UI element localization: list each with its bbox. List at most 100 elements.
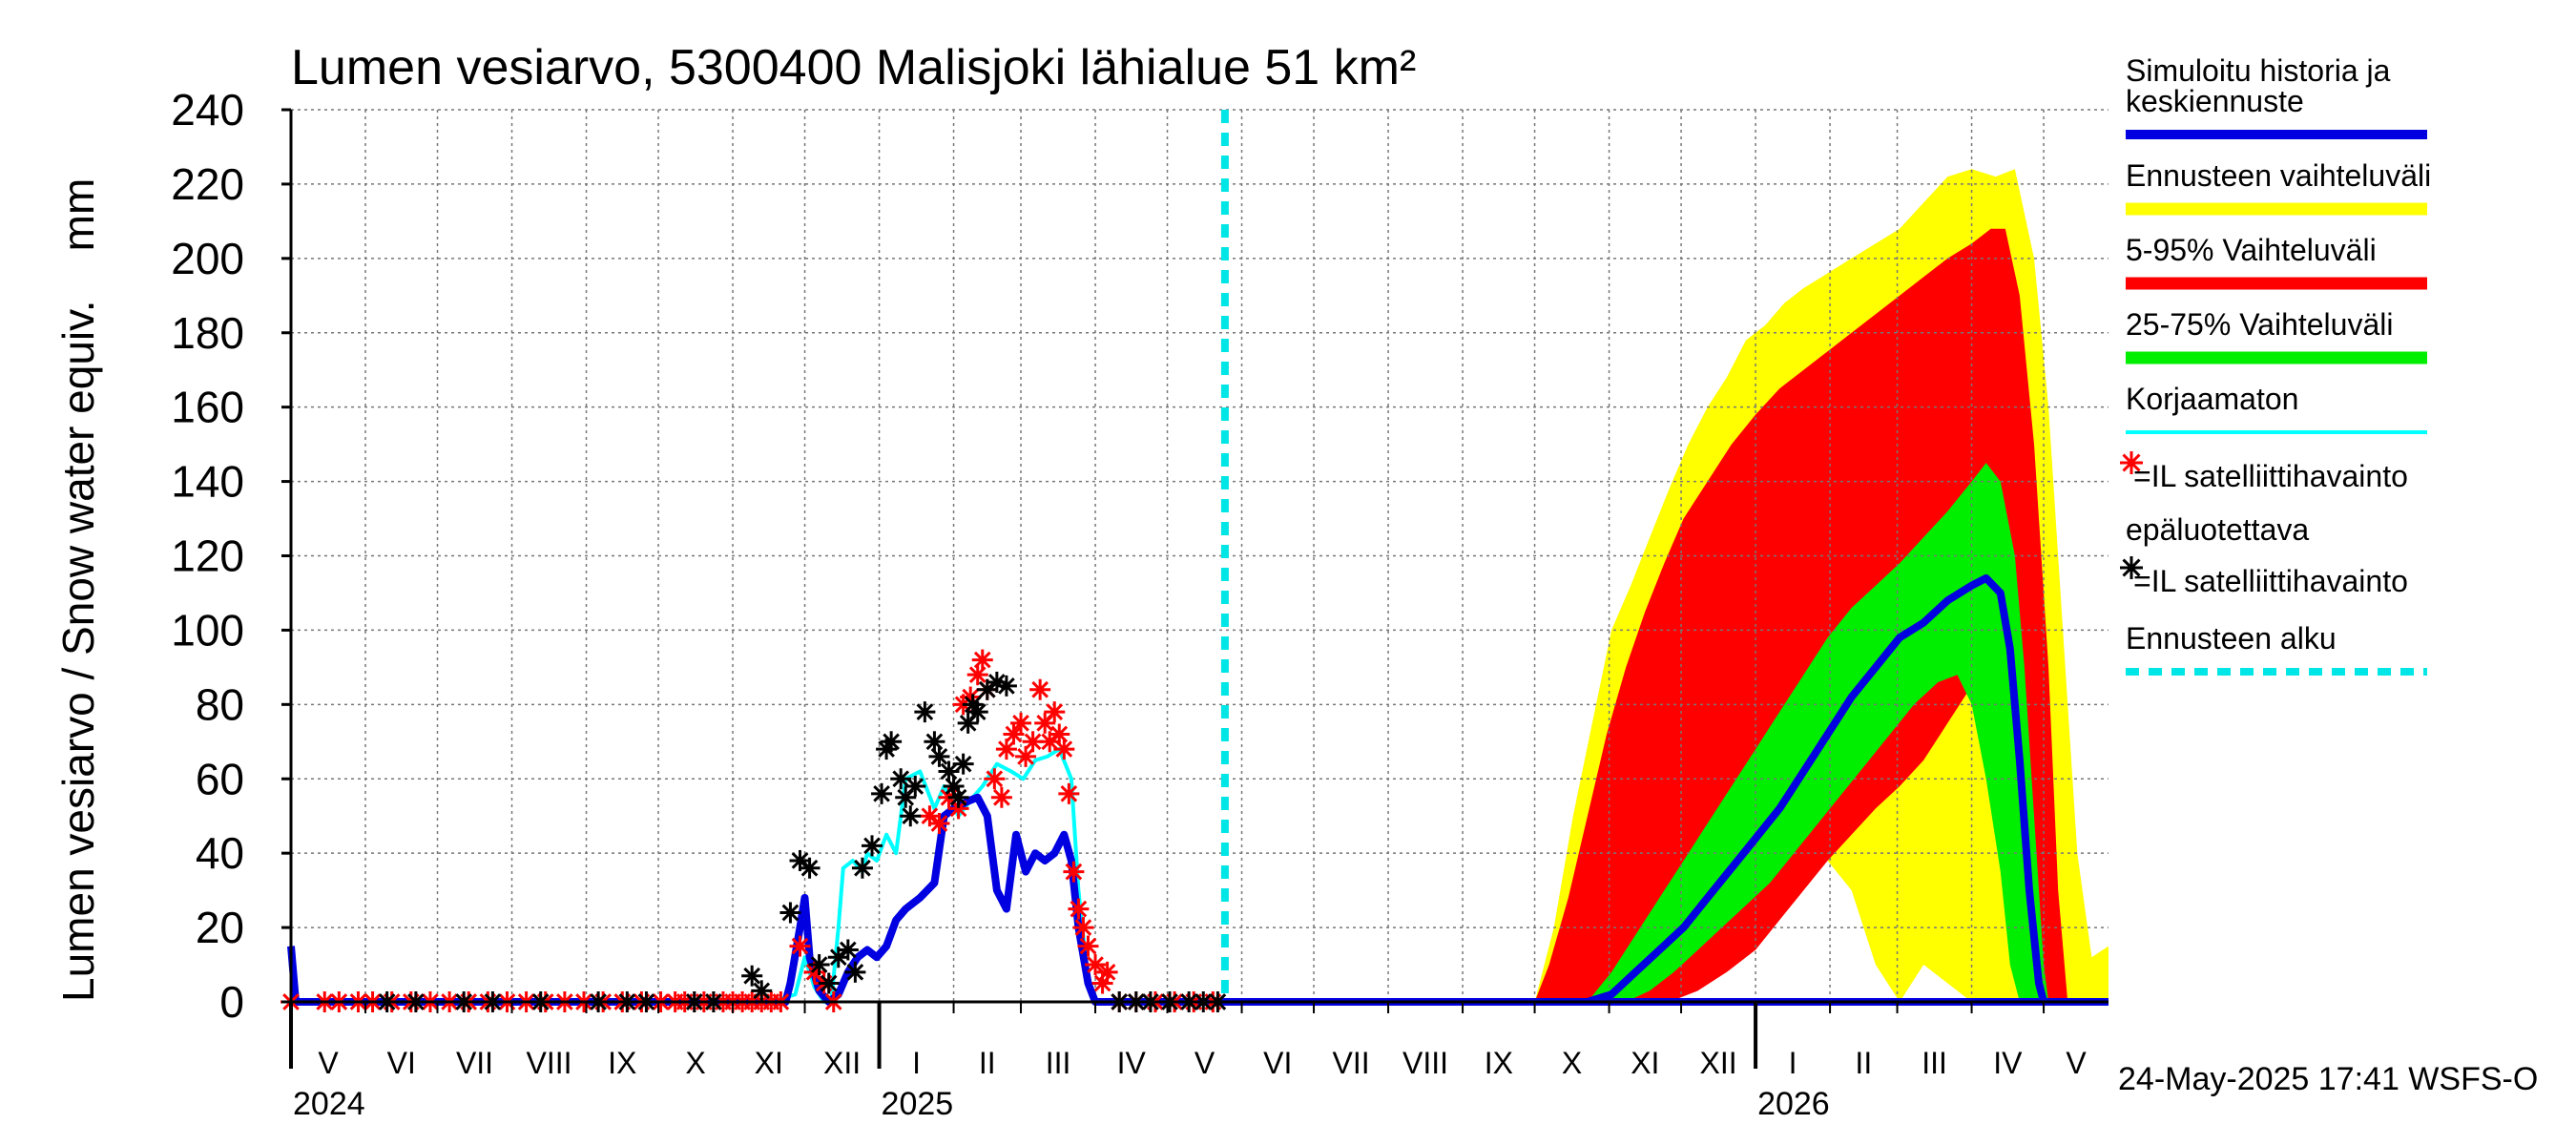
observation-0-32 [789, 935, 811, 957]
band-1 [1534, 228, 2068, 1002]
footer-timestamp: 24-May-2025 17:41 WSFS-O [2118, 1061, 2538, 1097]
observation-0-52 [1029, 678, 1051, 700]
legend-label-7: Ennusteen alku [2126, 621, 2337, 656]
band-2 [1587, 463, 2049, 1003]
forecast-mean-line [1586, 573, 2047, 1006]
grid [291, 109, 2109, 1003]
satellite-observations [280, 649, 1229, 1012]
observation-1-32 [938, 760, 960, 782]
y-tick-label-140: 140 [171, 457, 244, 507]
observation-0-65 [1096, 961, 1118, 983]
year-label-2025: 2025 [882, 1086, 954, 1122]
observation-1-28 [904, 776, 926, 798]
observation-1-12 [779, 902, 801, 924]
legend-star-6 [2120, 556, 2143, 579]
y-axis-label: Lumen vesiarvo / Snow water equiv. mm [53, 178, 103, 1002]
y-tick-label-120: 120 [171, 531, 244, 581]
month-label-23: IV [1993, 1046, 2023, 1080]
observation-0-46 [990, 786, 1012, 808]
year-label-2026: 2026 [1757, 1086, 1830, 1122]
observation-1-31 [928, 745, 950, 767]
month-label-6: XI [755, 1046, 783, 1080]
month-label-10: III [1046, 1046, 1071, 1080]
observation-1-10 [741, 965, 763, 987]
month-label-3: VIII [527, 1046, 572, 1080]
observation-1-25 [890, 768, 912, 790]
observation-0-43 [971, 649, 993, 671]
y-tick-label-80: 80 [196, 679, 244, 729]
legend-label-0b: keskiennuste [2126, 84, 2304, 118]
legend-label-1: Ennusteen vaihteluväli [2126, 158, 2431, 193]
observation-1-11 [751, 980, 773, 1002]
observation-1-22 [871, 782, 893, 804]
month-label-9: II [979, 1046, 996, 1080]
observation-1-21 [861, 835, 883, 857]
legend-label-3: 25-75% Vaihteluväli [2126, 307, 2393, 342]
year-label-2024: 2024 [293, 1086, 365, 1122]
legend-label-5b: epäluotettava [2126, 512, 2309, 547]
y-tick-label-60: 60 [196, 754, 244, 803]
month-label-1: VI [387, 1046, 416, 1080]
month-label-2: VII [456, 1046, 493, 1080]
month-label-7: XII [823, 1046, 861, 1080]
legend-label-6: =IL satelliittihavainto [2133, 564, 2408, 598]
observation-1-34 [947, 786, 969, 808]
observation-1-17 [827, 947, 849, 968]
month-label-5: X [685, 1046, 705, 1080]
month-label-14: VII [1332, 1046, 1369, 1080]
observation-1-18 [837, 939, 859, 961]
observation-0-47 [995, 739, 1017, 760]
month-label-4: IX [608, 1046, 636, 1080]
observation-0-59 [1063, 861, 1085, 883]
month-label-24: V [2066, 1046, 2087, 1080]
observation-1-20 [851, 857, 873, 879]
observation-0-56 [1049, 723, 1070, 745]
series-lines [287, 110, 2109, 1006]
observation-1-38 [966, 701, 988, 723]
observation-0-45 [984, 768, 1006, 790]
observation-1-27 [900, 805, 922, 827]
observation-0-50 [1015, 745, 1037, 767]
legend-star-5 [2120, 451, 2143, 474]
observation-1-19 [844, 961, 866, 983]
observation-0-55 [1044, 701, 1066, 723]
observation-0-62 [1077, 935, 1099, 957]
simulated-history-line [287, 793, 2109, 1006]
month-label-22: III [1922, 1046, 1947, 1080]
month-label-20: I [1789, 1046, 1797, 1080]
observation-1-14 [799, 857, 821, 879]
observation-0-61 [1072, 917, 1094, 939]
observation-1-39 [976, 678, 998, 700]
observation-1-30 [924, 731, 945, 753]
observation-1-15 [808, 954, 830, 976]
month-label-15: VIII [1402, 1046, 1448, 1080]
month-label-8: I [912, 1046, 921, 1080]
observation-0-49 [1010, 712, 1032, 734]
observation-0-37 [928, 813, 950, 834]
y-tick-label-240: 240 [171, 85, 244, 135]
y-tick-label-20: 20 [196, 903, 244, 952]
observation-0-57 [1053, 739, 1075, 760]
observation-0-63 [1085, 954, 1107, 976]
korjaamaton-line [291, 747, 1225, 1004]
month-label-21: II [1855, 1046, 1872, 1080]
month-label-13: VI [1263, 1046, 1292, 1080]
legend-label-5: =IL satelliittihavainto [2133, 459, 2408, 493]
month-label-16: IX [1485, 1046, 1513, 1080]
legend-label-4: Korjaamaton [2126, 382, 2298, 416]
observation-1-24 [881, 731, 903, 753]
legend-label-2: 5-95% Vaihteluväli [2126, 233, 2377, 267]
legend-label-0: Simuloitu historia ja [2126, 53, 2391, 88]
observation-0-60 [1068, 898, 1090, 920]
y-tick-label-100: 100 [171, 605, 244, 655]
observation-0-53 [1034, 712, 1056, 734]
y-tick-label-200: 200 [171, 234, 244, 283]
y-tick-label-180: 180 [171, 308, 244, 358]
observation-1-16 [818, 972, 840, 994]
observation-0-48 [1003, 723, 1025, 745]
observation-0-42 [966, 664, 988, 686]
forecast-bands [1534, 169, 2109, 1003]
month-label-17: X [1562, 1046, 1582, 1080]
